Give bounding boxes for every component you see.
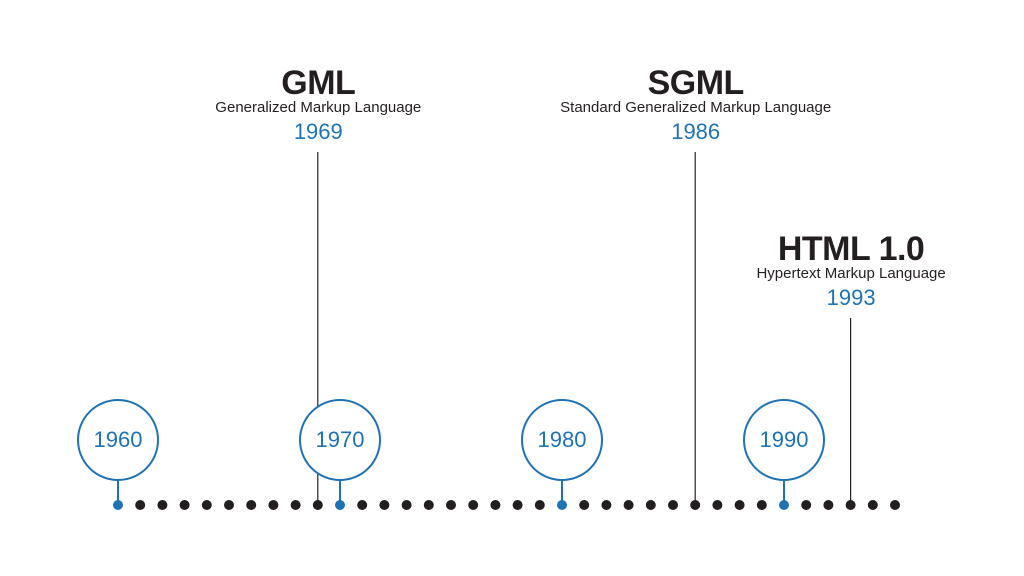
axis-dot-1972 — [379, 500, 390, 510]
decade-circle-1970 — [299, 399, 381, 481]
axis-dot-1988 — [734, 500, 745, 510]
sgml-title: SGML — [647, 64, 745, 102]
axis-dot-1971 — [357, 500, 368, 510]
axis-dot-1973 — [401, 500, 412, 510]
sgml-subtitle: Standard Generalized Markup Language — [560, 99, 832, 116]
axis-dot-1987 — [712, 500, 723, 510]
axis-dot-1976 — [468, 500, 479, 510]
axis-dot-1977 — [490, 500, 501, 510]
axis-dot-1978 — [512, 500, 523, 510]
decade-label-1990: 1990 — [759, 427, 809, 452]
axis-dot-1964 — [201, 500, 212, 510]
html-title: HTML 1.0 — [777, 230, 925, 268]
axis-dot-1979 — [534, 500, 545, 510]
decade-circle-1990 — [743, 399, 825, 481]
gml-year: 1969 — [293, 119, 343, 144]
axis-dot-1966 — [246, 500, 257, 510]
axis-dot-1967 — [268, 500, 279, 510]
axis-dot-1975 — [446, 500, 456, 510]
html-year: 1993 — [826, 285, 876, 310]
sgml-year: 1986 — [671, 119, 721, 144]
axis-dot-1994 — [867, 500, 878, 510]
axis-dot-1993 — [845, 500, 856, 510]
gml-title: GML — [281, 64, 356, 102]
axis-dot-1961 — [135, 500, 146, 510]
axis-dot-1983 — [623, 500, 634, 510]
axis-dot-1995 — [890, 500, 900, 510]
html-subtitle: Hypertext Markup Language — [756, 265, 946, 282]
axis-dot-1974 — [423, 500, 434, 510]
axis-dot-1985 — [668, 500, 678, 510]
axis-dot-1982 — [601, 500, 612, 510]
decade-label-1980: 1980 — [537, 427, 587, 452]
gml-subtitle: Generalized Markup Language — [215, 99, 422, 116]
axis-dot-1969 — [312, 500, 323, 510]
axis-dot-1992 — [823, 500, 834, 510]
axis-dot-1965 — [224, 500, 234, 510]
decade-label-1970: 1970 — [315, 427, 365, 452]
axis-dot-1968 — [290, 500, 301, 510]
decade-circle-1960 — [77, 399, 159, 481]
decade-circle-1980 — [521, 399, 603, 481]
axis-dot-1962 — [157, 500, 168, 510]
decade-label-1960: 1960 — [93, 427, 143, 452]
axis-dot-1986 — [690, 500, 701, 510]
axis-dot-1991 — [801, 500, 812, 510]
axis-dot-1963 — [179, 500, 190, 510]
axis-dot-1989 — [756, 500, 767, 510]
axis-dot-1981 — [579, 500, 590, 510]
axis-dot-1984 — [645, 500, 656, 510]
